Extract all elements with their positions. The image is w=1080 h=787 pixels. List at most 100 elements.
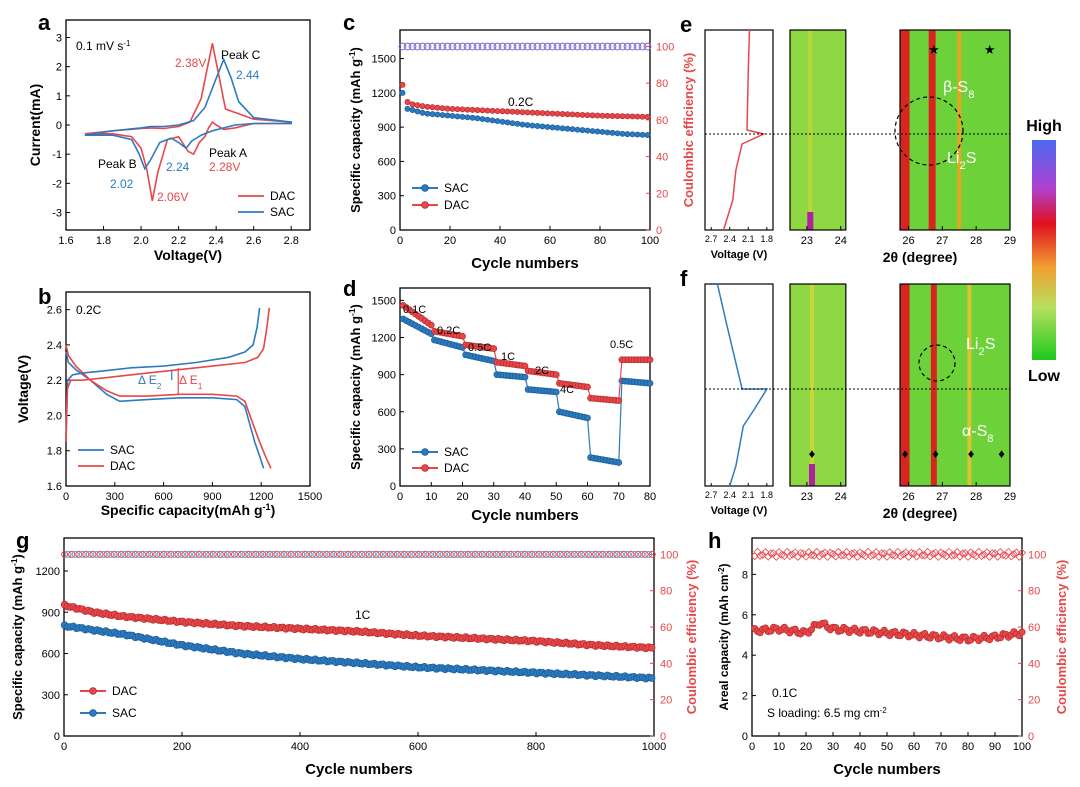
series-SAC-point xyxy=(529,122,536,129)
ce-point xyxy=(376,550,384,558)
series-SAC-point xyxy=(569,126,576,133)
ce-point xyxy=(167,550,175,558)
x-tick-label: 20 xyxy=(800,741,812,753)
ce-point xyxy=(563,550,571,558)
x-tick-label: 30 xyxy=(488,491,500,503)
ce-point xyxy=(423,42,432,51)
ce-point xyxy=(888,550,897,559)
series-SAC-point xyxy=(499,118,506,125)
ce-point xyxy=(634,550,642,558)
hotspot xyxy=(807,212,814,230)
series-DAC-point xyxy=(554,110,561,117)
panel-letter-h: h xyxy=(708,528,721,553)
x-tick-label: 2.2 xyxy=(171,235,186,247)
rate-label: 0.5C xyxy=(610,339,633,351)
label-part: ) xyxy=(348,304,363,308)
phase-marker: ★ xyxy=(928,42,940,57)
ce-point xyxy=(471,550,479,558)
ce-point xyxy=(398,42,407,51)
ce-point xyxy=(450,550,458,558)
ce-point xyxy=(89,550,97,558)
diffraction-stripe xyxy=(808,30,813,230)
series-SAC-point xyxy=(474,115,481,122)
ce-point xyxy=(568,42,577,51)
ce-point xyxy=(608,42,617,51)
plot-frame xyxy=(63,537,655,737)
ce-point xyxy=(492,550,500,558)
ce-point xyxy=(1015,552,1024,561)
ce-point xyxy=(184,550,192,558)
ce-point xyxy=(358,550,366,558)
series-SAC-point xyxy=(559,125,566,132)
ce-point xyxy=(633,42,642,51)
ce-point xyxy=(861,552,870,561)
ce-point xyxy=(181,550,189,558)
ce-point xyxy=(606,550,614,558)
legend-sac-label: SAC xyxy=(444,181,469,195)
y-tick-label: 0 xyxy=(1028,731,1034,743)
y-tick-label: 20 xyxy=(656,188,668,200)
panel-letter-g: g xyxy=(16,528,29,553)
series-SAC xyxy=(60,621,656,683)
ce-point xyxy=(323,550,331,558)
ce-point xyxy=(418,550,426,558)
ce-point xyxy=(114,550,122,558)
series-SAC-point xyxy=(634,131,641,138)
ce-point xyxy=(893,547,902,556)
heatmap-frame-left xyxy=(789,29,847,231)
ce-point xyxy=(330,550,338,558)
ce-point xyxy=(834,547,843,556)
ce-point xyxy=(563,42,572,51)
ce-point xyxy=(365,550,373,558)
x-tick-label: 26 xyxy=(902,235,914,247)
y-axis-title: Areal capacity (mAh cm-2) xyxy=(717,564,732,711)
y-tick-label: 0 xyxy=(54,731,60,743)
ce-point xyxy=(103,550,111,558)
x-tick-label: 10 xyxy=(425,491,437,503)
ce-point xyxy=(585,550,593,558)
series-SAC-point xyxy=(604,129,611,136)
ce-point xyxy=(488,42,497,51)
ce-point xyxy=(372,550,380,558)
ce-point xyxy=(298,550,306,558)
series-DAC-point xyxy=(604,112,611,119)
ce-point xyxy=(418,42,427,51)
series-DAC-charge xyxy=(65,307,271,442)
panel-letter-e: e xyxy=(680,12,692,37)
ce-point xyxy=(818,550,827,559)
ce-point xyxy=(478,550,486,558)
series-DAC-point xyxy=(589,112,596,119)
series-SAC-point xyxy=(519,121,526,128)
x-tick-label: 50 xyxy=(550,491,562,503)
series-DAC-point xyxy=(444,105,451,112)
series-DAC-point xyxy=(404,99,411,105)
y-tick-label: 300 xyxy=(378,191,396,203)
ce-point xyxy=(750,552,759,561)
ce-point xyxy=(255,550,263,558)
ce-point xyxy=(556,550,564,558)
ce-point xyxy=(482,550,490,558)
legend-dac-marker xyxy=(89,687,97,695)
ce-point xyxy=(319,550,327,558)
rate-label: 0.1C xyxy=(403,304,426,316)
rate-label: 0.2C xyxy=(437,325,460,337)
ce-point xyxy=(432,550,440,558)
series-DAC-point xyxy=(514,108,521,115)
ce-point xyxy=(510,550,518,558)
y-tick-label: 1500 xyxy=(372,295,396,307)
ce-point xyxy=(206,550,214,558)
x-tick-label: 26 xyxy=(902,491,914,503)
heatmap-gap xyxy=(845,284,900,486)
ce-point xyxy=(248,550,256,558)
dac-peak-a-value: 2.28V xyxy=(209,160,240,174)
ce-point xyxy=(1007,552,1016,561)
ce-point xyxy=(521,550,529,558)
ce-point xyxy=(354,550,362,558)
x-tick-label: 24 xyxy=(835,235,847,247)
y-tick-label: -2 xyxy=(52,178,62,190)
ce-point xyxy=(121,550,129,558)
label-part: ) xyxy=(271,502,276,518)
colorbar: High Low xyxy=(1026,118,1062,385)
voltage-profile xyxy=(716,283,769,487)
